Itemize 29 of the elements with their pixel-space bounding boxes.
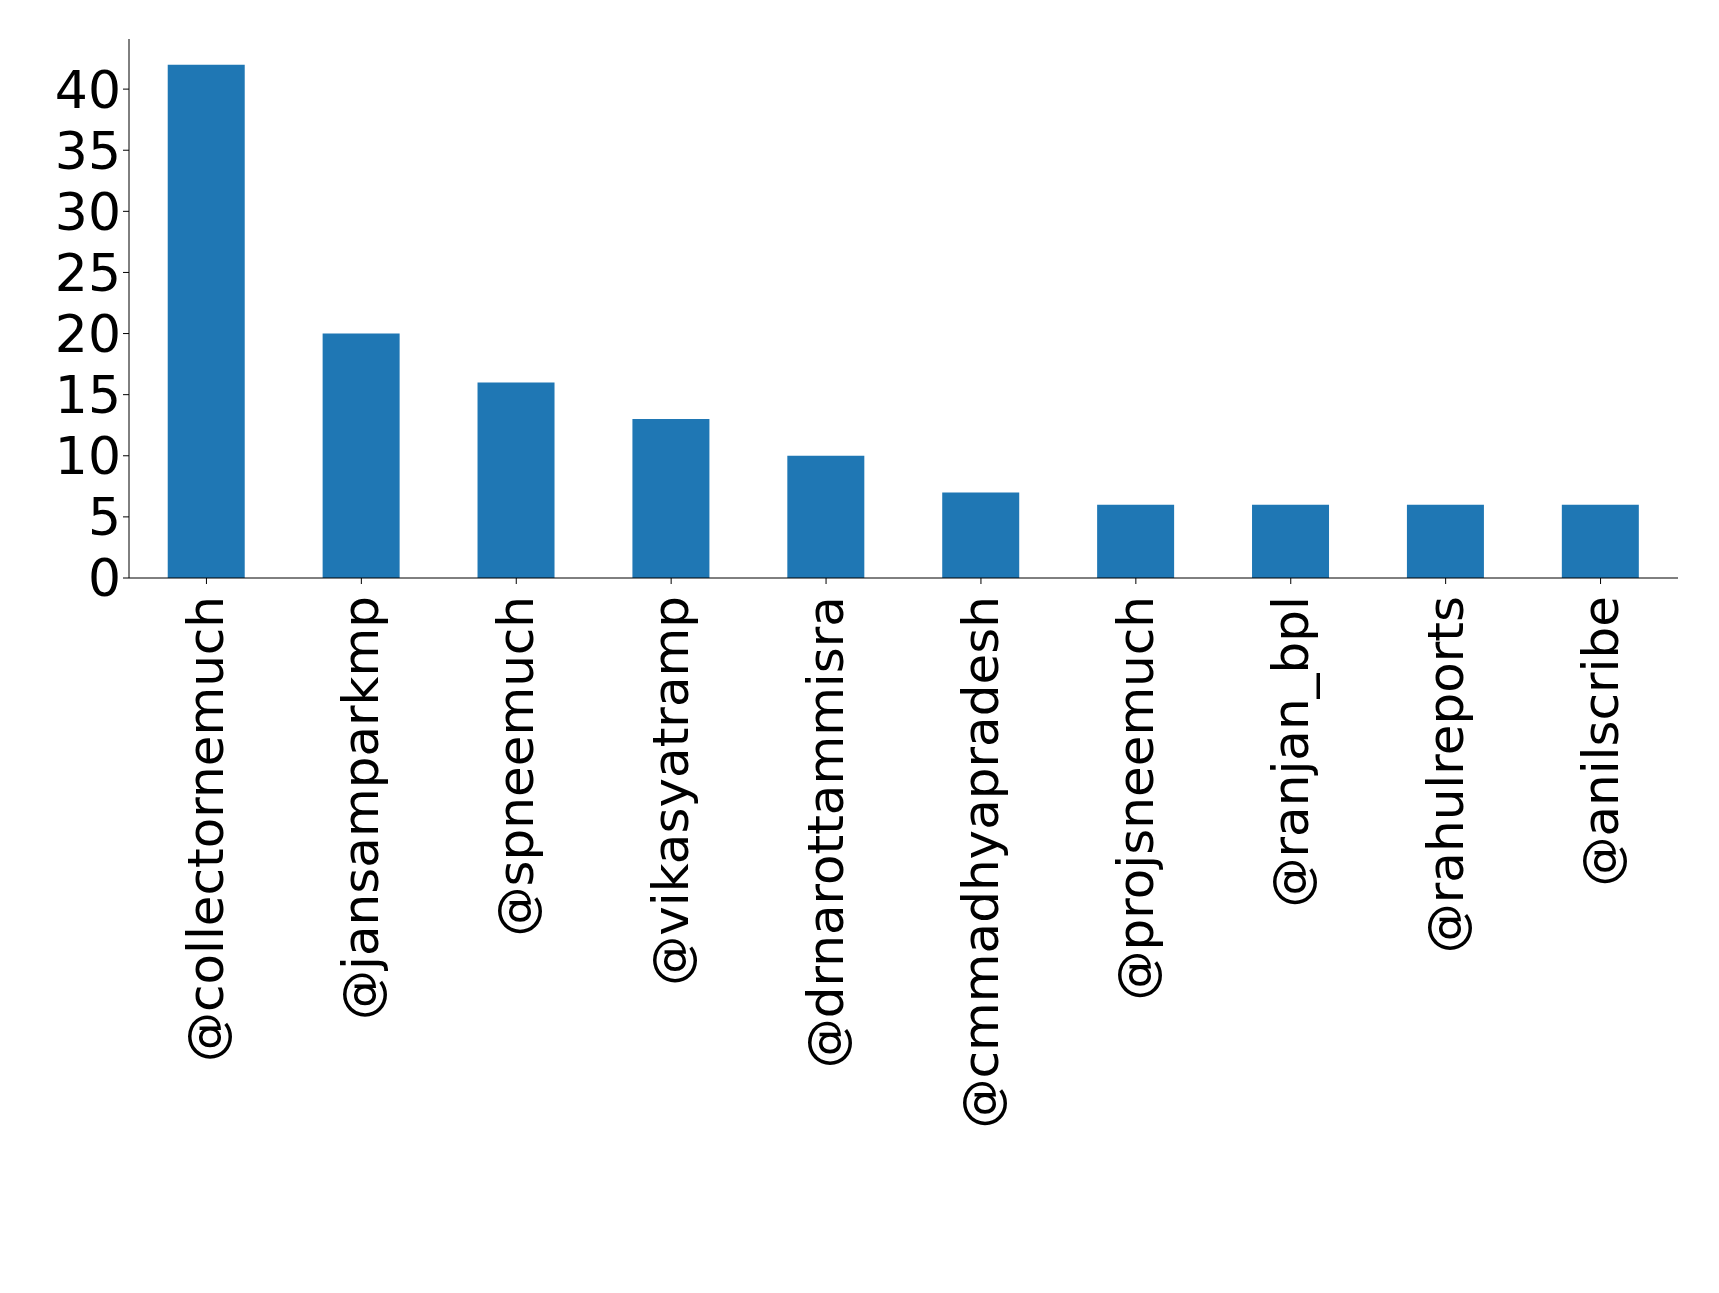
x-tick-label: @anilscribe [1571,596,1630,887]
x-tick-label: @spneemuch [487,596,546,937]
y-tick-label: 10 [54,426,121,487]
y-tick-label: 0 [87,548,121,609]
bar [322,333,400,578]
bar [477,382,555,578]
bar [787,455,865,578]
y-tick-label: 15 [54,365,121,426]
bar [1561,504,1639,578]
y-tick-label: 5 [87,487,121,548]
bar [942,492,1020,578]
x-tick-label: @rahulreports [1416,596,1475,954]
y-tick-label: 30 [54,181,121,242]
bar [1406,504,1484,578]
x-tick-label: @drnarottammisra [797,596,856,1069]
x-tick-label: @projsneemuch [1106,596,1165,1001]
x-tick-label: @cmmadhyapradesh [951,596,1010,1129]
y-tick-label: 20 [54,304,121,365]
x-tick-label: @collectornemuch [177,596,236,1063]
y-tick-label: 40 [54,59,121,120]
bar [632,419,710,578]
x-tick-label: @ranjan_bpl [1261,596,1320,908]
x-tick-label: @vikasyatramp [642,596,701,986]
bar [167,64,245,578]
y-tick-label: 25 [54,242,121,303]
bar [1252,504,1330,578]
x-tick-label: @jansamparkmp [332,596,391,1020]
bar [1097,504,1175,578]
y-tick-label: 35 [54,120,121,181]
